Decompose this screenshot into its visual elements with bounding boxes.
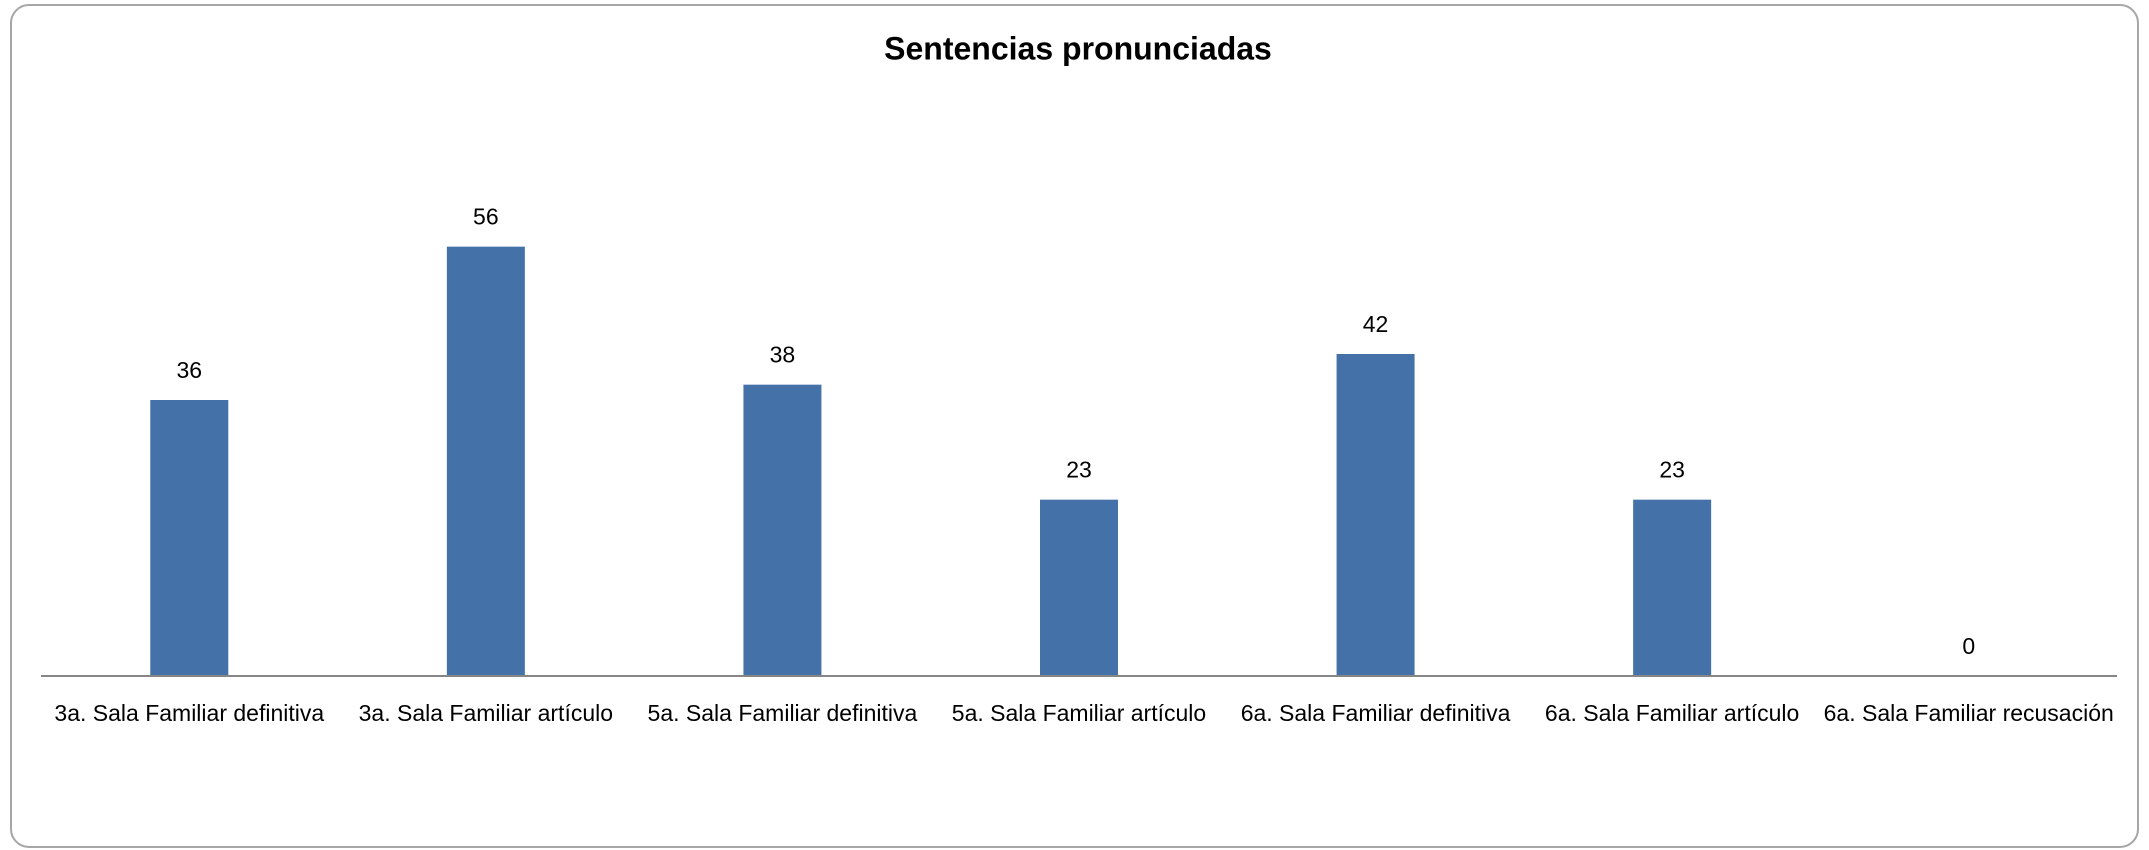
chart-border [10,4,2139,848]
data-label: 56 [473,204,499,230]
chart-title: Sentencias pronunciadas [884,30,1272,66]
x-tick-label: 6a. Sala Familiar recusación [1823,700,2114,726]
data-label: 38 [770,342,796,368]
bar [1040,499,1118,676]
x-tick-label: 5a. Sala Familiar definitiva [647,700,918,726]
x-tick-label: 6a. Sala Familiar artículo [1544,700,1800,726]
data-label: 0 [1962,633,1975,659]
bar [1633,499,1712,676]
data-label: 42 [1363,311,1389,337]
data-label: 23 [1659,457,1685,483]
x-tick-label: 6a. Sala Familiar definitiva [1240,700,1511,726]
bar [150,400,229,676]
x-tick-label: 5a. Sala Familiar artículo [951,700,1207,726]
data-label: 36 [176,357,202,383]
data-label: 23 [1066,457,1092,483]
x-tick-label: 3a. Sala Familiar definitiva [54,700,325,726]
bar [446,246,525,676]
x-tick-label: 3a. Sala Familiar artículo [358,700,614,726]
bar [1336,354,1415,676]
bar [743,384,822,676]
